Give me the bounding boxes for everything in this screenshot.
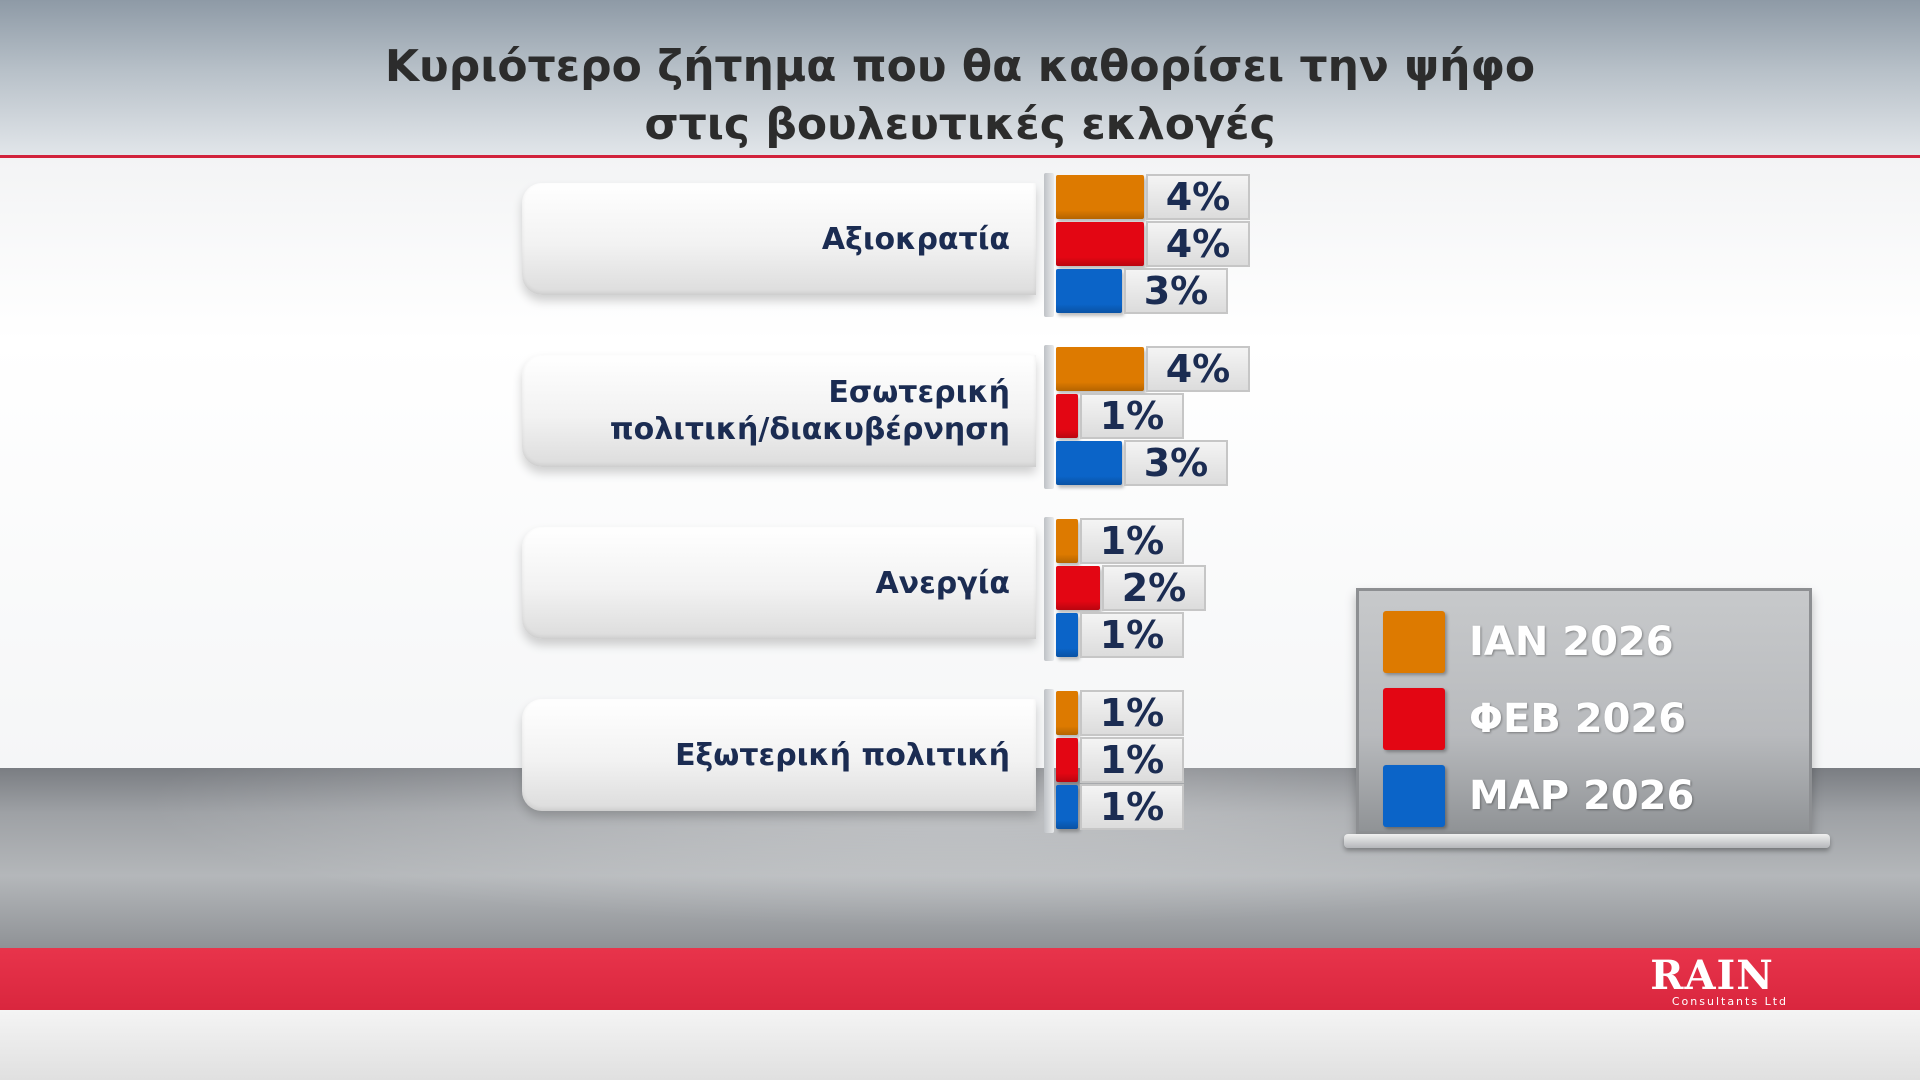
category-label: Αξιοκρατία	[540, 183, 1010, 295]
bar-mar	[1056, 269, 1122, 313]
legend-stand	[1344, 834, 1830, 848]
rain-logo: RAIN Consultants Ltd	[1636, 955, 1788, 1011]
legend-label-mar: ΜΑΡ 2026	[1469, 773, 1695, 819]
bar-mar	[1056, 613, 1078, 657]
bar-baseline	[1044, 345, 1054, 489]
data-label-feb: 4%	[1146, 221, 1250, 267]
category-label: Εσωτερική πολιτική/διακυβέρνηση	[540, 355, 1010, 467]
legend-label-feb: ΦΕΒ 2026	[1469, 696, 1687, 742]
legend-label-jan: ΙΑΝ 2026	[1469, 619, 1674, 665]
bar-mar	[1056, 785, 1078, 829]
category-label-box: Εσωτερική πολιτική/διακυβέρνηση	[522, 355, 1036, 467]
header-divider	[0, 155, 1920, 158]
data-label-mar: 1%	[1080, 612, 1184, 658]
data-label-jan: 4%	[1146, 346, 1250, 392]
legend-swatch-jan	[1383, 611, 1445, 673]
bar-feb	[1056, 738, 1078, 782]
category-label-line: Ανεργία	[875, 565, 1010, 601]
bar-jan	[1056, 347, 1144, 391]
data-label-feb: 2%	[1102, 565, 1206, 611]
category-label-box: Αξιοκρατία	[522, 183, 1036, 295]
bar-jan	[1056, 691, 1078, 735]
category-label-line: Εσωτερική	[828, 375, 1010, 410]
category-label-line: Εξωτερική πολιτική	[675, 737, 1010, 773]
chart-title-line-2: στις βουλευτικές εκλογές	[644, 99, 1276, 150]
legend-item-jan: ΙΑΝ 2026	[1383, 611, 1793, 675]
category-label-box: Εξωτερική πολιτική	[522, 699, 1036, 811]
chart-title: Κυριότερο ζήτημα που θα καθορίσει την ψή…	[0, 38, 1920, 154]
footer-strip	[0, 1010, 1920, 1080]
legend-item-feb: ΦΕΒ 2026	[1383, 688, 1793, 752]
chart-title-line-1: Κυριότερο ζήτημα που θα καθορίσει την ψή…	[384, 41, 1536, 92]
legend-item-mar: ΜΑΡ 2026	[1383, 765, 1793, 829]
data-label-feb: 1%	[1080, 393, 1184, 439]
bar-baseline	[1044, 173, 1054, 317]
category-label: Ανεργία	[540, 527, 1010, 639]
legend: ΙΑΝ 2026 ΦΕΒ 2026 ΜΑΡ 2026	[1356, 588, 1812, 834]
data-label-mar: 1%	[1080, 784, 1184, 830]
data-label-jan: 4%	[1146, 174, 1250, 220]
logo-wordmark: RAIN	[1650, 952, 1774, 999]
data-label-jan: 1%	[1080, 690, 1184, 736]
category-label: Εξωτερική πολιτική	[540, 699, 1010, 811]
bar-feb	[1056, 222, 1144, 266]
bar-mar	[1056, 441, 1122, 485]
data-label-jan: 1%	[1080, 518, 1184, 564]
header-background	[0, 0, 1920, 156]
legend-swatch-feb	[1383, 688, 1445, 750]
category-label-line: Αξιοκρατία	[821, 221, 1010, 257]
data-label-mar: 3%	[1124, 440, 1228, 486]
bar-feb	[1056, 566, 1100, 610]
bar-feb	[1056, 394, 1078, 438]
bar-baseline	[1044, 517, 1054, 661]
legend-swatch-mar	[1383, 765, 1445, 827]
footer-band	[0, 948, 1920, 1010]
logo-subtitle: Consultants Ltd	[1671, 995, 1788, 1008]
bar-jan	[1056, 519, 1078, 563]
bar-baseline	[1044, 689, 1054, 833]
bar-jan	[1056, 175, 1144, 219]
data-label-mar: 3%	[1124, 268, 1228, 314]
category-label-box: Ανεργία	[522, 527, 1036, 639]
data-label-feb: 1%	[1080, 737, 1184, 783]
category-label-line: πολιτική/διακυβέρνηση	[609, 412, 1010, 447]
